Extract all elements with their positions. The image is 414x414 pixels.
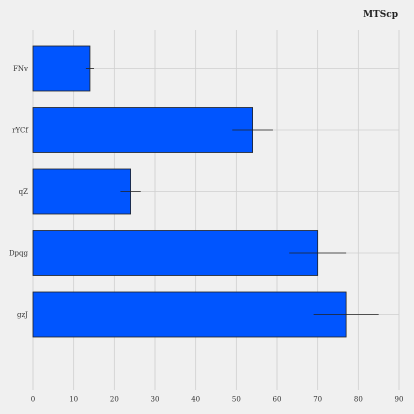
x-tick-label: 10: [69, 396, 78, 404]
bar-gzJ: [32, 291, 347, 338]
bar-rYCf: [32, 107, 254, 153]
x-tick-label: 0: [31, 396, 35, 404]
y-tick-label: qZ: [19, 188, 28, 196]
x-tick-label: 60: [273, 396, 282, 404]
x-tick-label: 70: [313, 396, 322, 404]
y-tick-label: gzJ: [17, 311, 28, 319]
y-tick-label: Dpqg: [9, 250, 29, 258]
y-tick-labels: FNv rYCf qZ Dpqg gzJ: [9, 65, 29, 319]
chart-title: MTScp: [363, 10, 398, 20]
bar-Dpqg: [32, 230, 319, 276]
bar-qZ: [32, 168, 131, 215]
error-bars: [85, 68, 379, 315]
x-tick-label: 50: [232, 396, 241, 404]
bar-FNv: [32, 45, 91, 92]
x-tick-labels: 0 10 20 30 40 50 60 70 80 90: [31, 396, 404, 404]
x-tick-label: 20: [110, 396, 119, 404]
y-tick-label: FNv: [13, 65, 28, 73]
x-tick-label: 40: [191, 396, 200, 404]
x-tick-label: 90: [395, 396, 404, 404]
x-tick-label: 80: [354, 396, 363, 404]
y-tick-label: rYCf: [12, 127, 29, 135]
x-tick-label: 30: [151, 396, 160, 404]
